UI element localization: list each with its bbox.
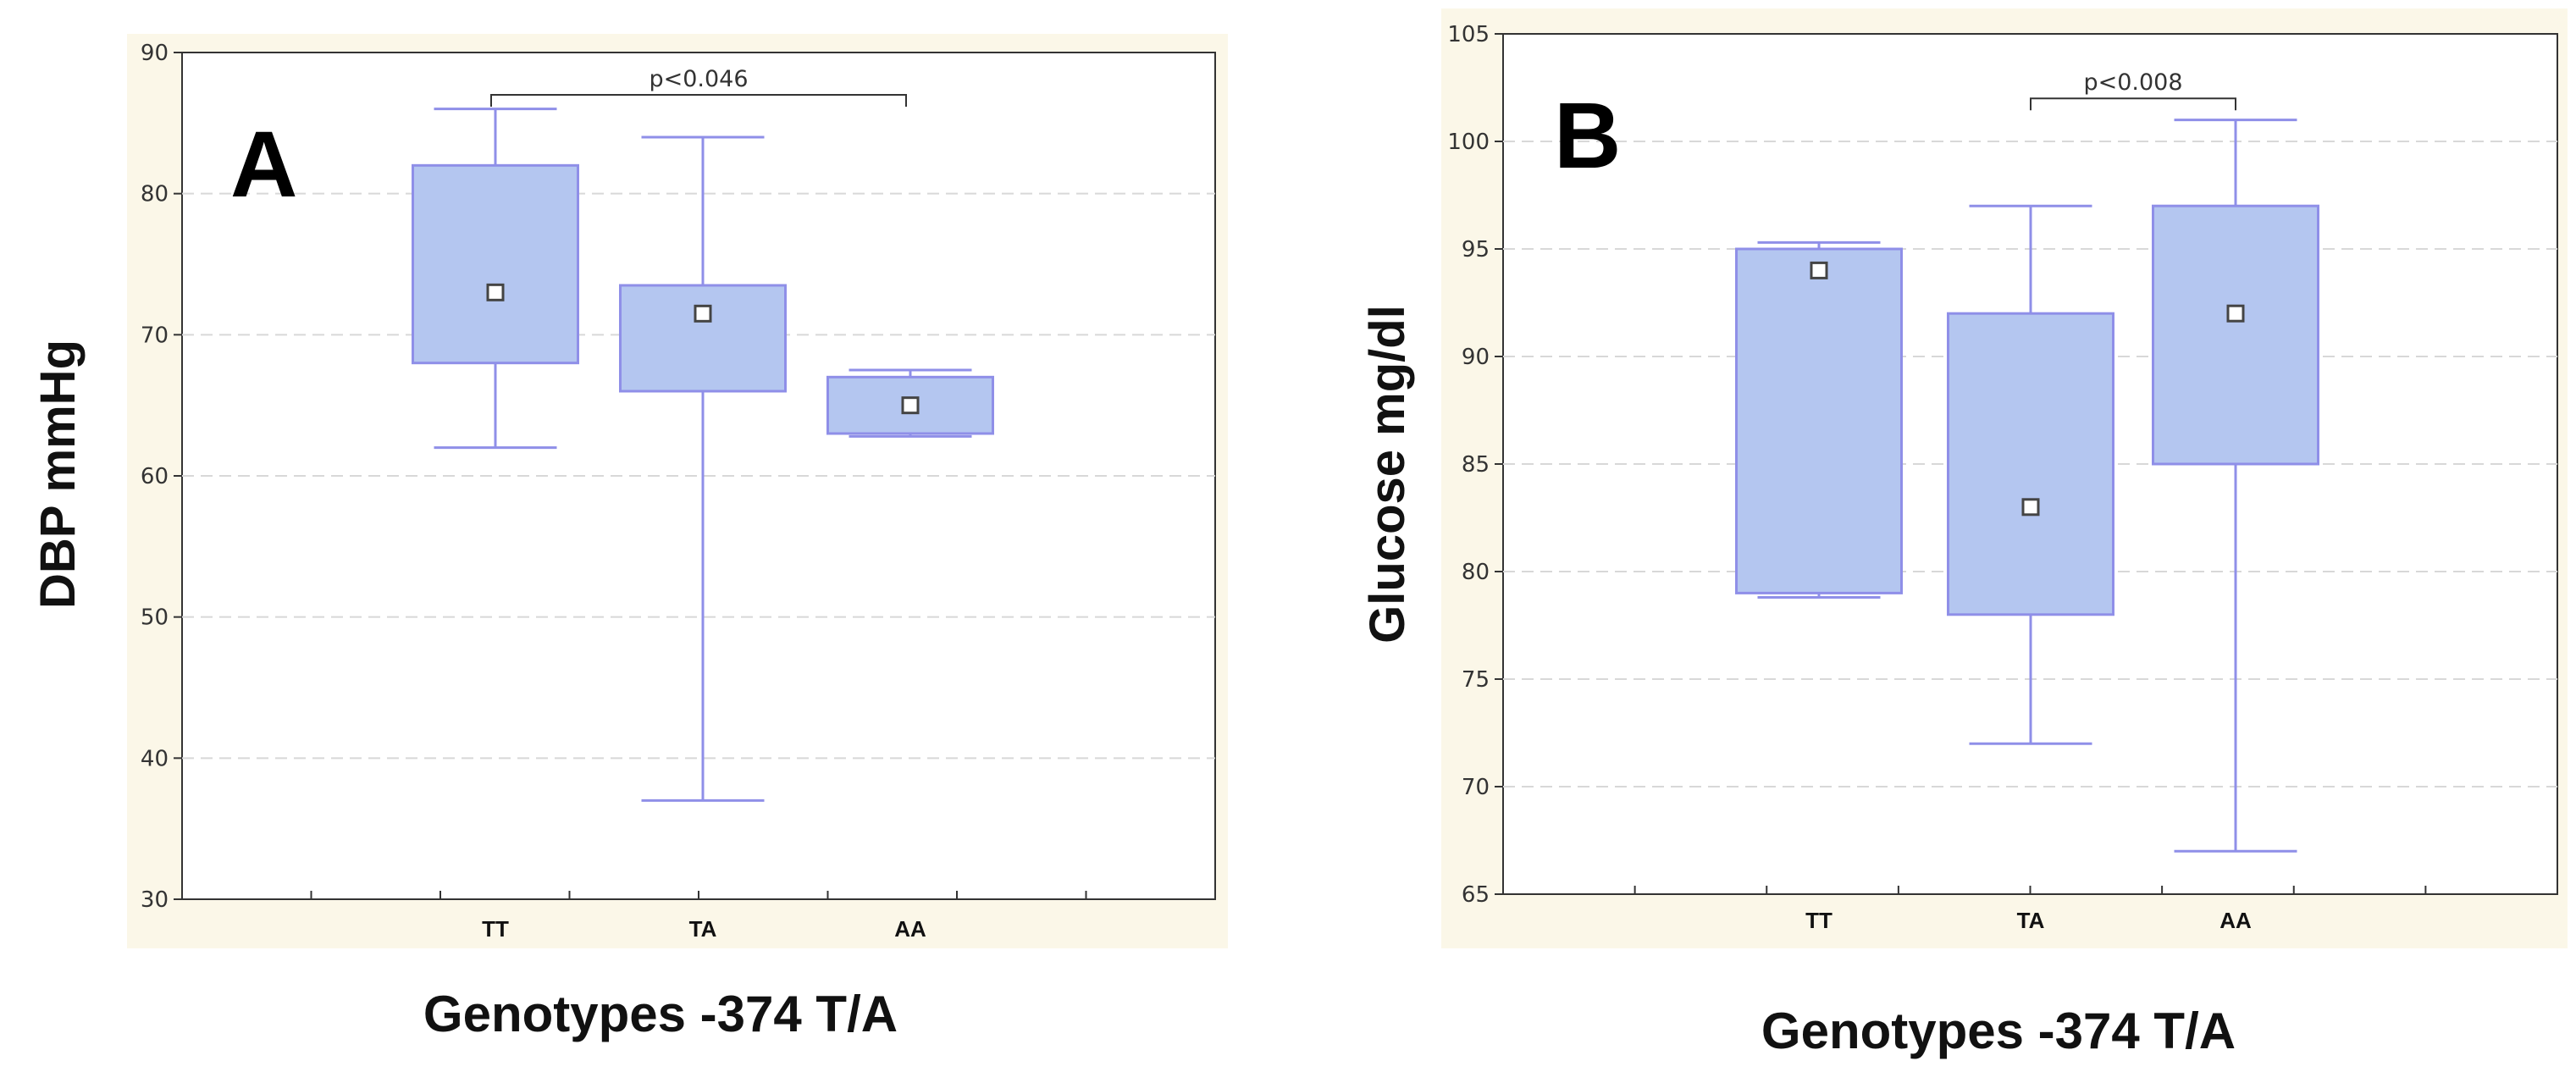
chart-b-x-category-label: AA [2219,908,2252,933]
chart-b-median-marker-ta [2021,498,2040,517]
chart-a-y-axis-label: DBP mmHg [30,340,86,609]
chart-b-y-tick-label: 70 [1462,775,1490,800]
chart-a-boxes: TT TA AA [412,108,994,942]
chart-b-x-category-label: TT [1805,908,1832,933]
chart-a-x-category-label: AA [894,916,926,942]
chart-a-y-tick-label: 90 [141,41,169,66]
chart-a-y-tick-label: 50 [141,605,169,631]
chart-b-iqr-box-ta [1947,312,2114,616]
chart-b-box-tt: TT [1735,240,1903,933]
chart-b-y-tick-label: 85 [1462,452,1490,478]
chart-b-y-tick-label: 100 [1447,130,1490,155]
chart-b-significance-bracket [2030,97,2236,111]
chart-a-box-ta: TA [619,135,787,942]
chart-a-y-tick-label: 60 [141,464,169,489]
chart-b-y-tick-label: 80 [1462,560,1490,585]
chart-b-median-marker-tt [1810,261,1828,279]
chart-b: 65 70 75 80 85 90 95 100 105 TT TA AA B Glucose mg… [1360,8,2568,1059]
chart-b-panel-label: B [1554,84,1621,188]
chart-a-y-tick-label: 70 [141,323,169,348]
chart-b-box-ta: TA [1947,204,2114,933]
chart-b-box-aa: AA [2152,119,2319,933]
chart-a-box-aa: AA [826,368,994,942]
chart-b-x-axis-label: Genotypes -374 T/A [1761,1003,2236,1059]
chart-b-y-axis-label: Glucose mg/dl [1360,305,1415,644]
chart-a-x-axis-label: Genotypes -374 T/A [423,986,898,1042]
chart-a-y-tick-label: 30 [141,887,169,913]
chart-b-y-tick-label: 105 [1447,22,1490,47]
chart-a-y-ticks: 30 40 50 60 70 80 90 [141,41,1087,913]
chart-a-median-marker-aa [901,396,920,415]
chart-b-y-tick-label: 75 [1462,667,1490,693]
chart-a-x-category-label: TA [689,916,717,942]
chart-b-y-tick-label: 95 [1462,237,1490,262]
chart-a-box-tt: TT [412,108,579,942]
chart-b-median-marker-aa [2226,304,2245,323]
chart-b-y-tick-label: 90 [1462,345,1490,370]
chart-a-p-value: p<0.046 [649,66,748,92]
chart-a-y-tick-label: 40 [141,746,169,771]
chart-a: 30 40 50 60 70 80 90 TT TA AA A DBP mmHg Genotyp… [30,34,1228,1042]
chart-b-iqr-box-tt [1735,247,1903,594]
chart-a-x-category-label: TT [482,916,509,942]
chart-b-iqr-box-aa [2152,204,2319,466]
chart-a-panel-label: A [230,113,297,217]
chart-b-x-category-label: TA [2017,908,2045,933]
chart-a-gridlines [182,192,1215,760]
chart-a-iqr-box-tt [412,163,579,365]
chart-a-median-marker-ta [694,304,712,323]
chart-a-significance-bracket [490,94,907,107]
chart-b-y-tick-label: 65 [1462,882,1490,908]
chart-b-y-ticks: 65 70 75 80 85 90 95 100 105 [1447,22,2427,908]
chart-b-p-value: p<0.008 [2083,69,2182,96]
chart-a-median-marker-tt [486,283,505,301]
chart-b-boxes: TT TA AA [1735,119,2319,933]
chart-a-iqr-box-ta [619,284,787,393]
chart-a-y-tick-label: 80 [141,182,169,207]
